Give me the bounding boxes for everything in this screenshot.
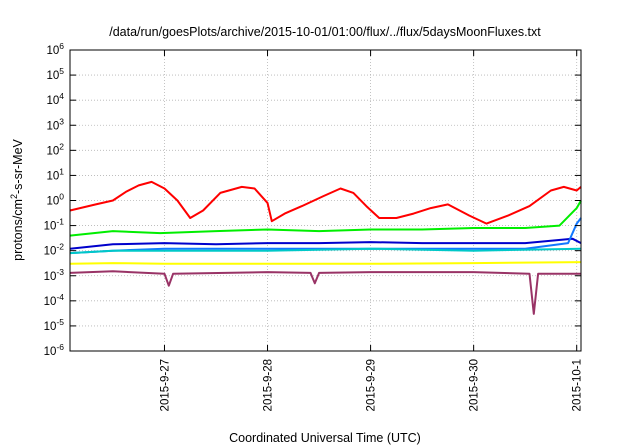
x-tick-label: 2015-9-28 [263,359,275,411]
grid-lines [70,50,581,351]
y-tick-label: 10-5 [44,317,65,333]
y-tick-label: 104 [46,91,64,107]
series-line [69,200,582,237]
series-layer [69,180,582,315]
series-line [69,261,582,265]
x-tick-label: 2015-9-27 [159,359,171,411]
y-tick-label: 100 [46,192,64,208]
y-tick-label: 103 [46,116,64,132]
x-tick-label: 2015-10-1 [572,359,584,411]
series-line [69,247,582,255]
y-axis-label: protons/cm2-s-sr-MeV [9,138,25,260]
y-tick-label: 10-1 [44,217,65,233]
y-tick-label: 10-4 [44,292,65,308]
y-tick-label: 10-3 [44,267,65,283]
y-tick-label: 106 [46,41,64,57]
y-tick-label: 105 [46,66,64,82]
y-tick-label: 101 [46,166,64,182]
series-line [69,180,582,225]
series-line [69,237,582,250]
y-tick-label: 10-6 [44,342,65,358]
x-axis: 2015-9-27 2015-9-28 2015-9-29 2015-9-30 2015… [159,50,584,411]
x-tick-label: 2015-9-29 [366,359,378,411]
y-axis-label-rest: -s-sr-MeV [11,138,25,194]
x-tick-label: 2015-9-30 [469,359,481,411]
y-tick-label: 102 [46,141,64,157]
chart-title: /data/run/goesPlots/archive/2015-10-01/0… [109,25,541,39]
y-axis-label-sup: 2 [9,194,19,199]
y-axis-label-main: protons/cm [11,199,25,261]
x-axis-label: Coordinated Universal Time (UTC) [229,431,421,445]
y-axis: 10-6 10-5 10-4 10-3 10-2 10-1 100 101 102 103 104 1… [44,41,581,358]
y-tick-label: 10-2 [44,242,65,258]
series-line [69,217,582,255]
series-line [69,270,581,315]
